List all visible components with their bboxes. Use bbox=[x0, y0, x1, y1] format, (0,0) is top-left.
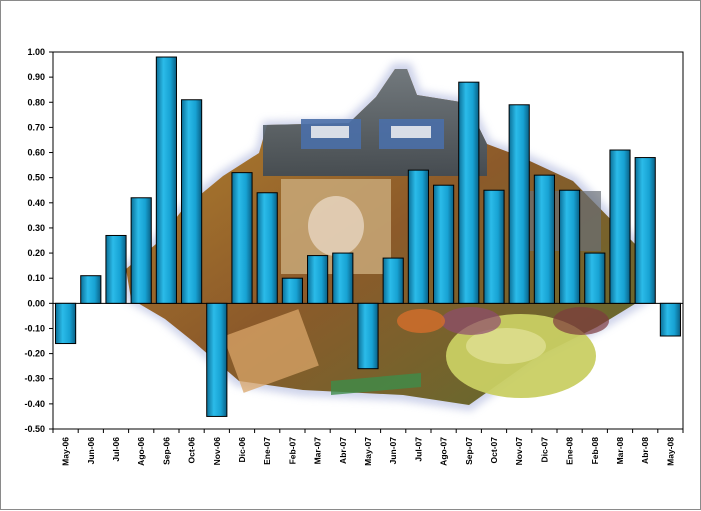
bar-ago-06 bbox=[130, 197, 152, 304]
x-category-label: Sep-06 bbox=[161, 437, 171, 465]
x-category-label: Ago-07 bbox=[439, 437, 449, 466]
bar-mar-07 bbox=[307, 255, 329, 304]
y-tick-label: 0.30 bbox=[27, 223, 45, 233]
y-tick-label: -0.40 bbox=[24, 399, 45, 409]
bar-sep-07 bbox=[458, 81, 480, 304]
x-category-label: Feb-07 bbox=[287, 437, 297, 465]
x-category-label: Jun-06 bbox=[86, 437, 96, 465]
bar-jul-07 bbox=[407, 169, 429, 304]
bar-may-08 bbox=[659, 302, 681, 337]
bar-oct-06 bbox=[181, 99, 203, 304]
x-category-label: Mar-07 bbox=[313, 437, 323, 465]
bar-nov-06 bbox=[206, 302, 228, 417]
y-tick-label: 0.00 bbox=[27, 298, 45, 308]
y-tick-label: 0.50 bbox=[27, 173, 45, 183]
y-tick-label: 0.40 bbox=[27, 198, 45, 208]
x-category-label: Jul-07 bbox=[413, 437, 423, 462]
x-category-label: Dic-06 bbox=[237, 437, 247, 463]
x-category-label: Abr-08 bbox=[640, 437, 650, 464]
bar-jun-07 bbox=[382, 257, 404, 304]
x-category-label: Ago-06 bbox=[136, 437, 146, 466]
x-category-label: Ene-08 bbox=[565, 437, 575, 465]
bar-abr-07 bbox=[332, 252, 354, 304]
x-category-label: Jun-07 bbox=[388, 437, 398, 465]
bar-may-07 bbox=[357, 302, 379, 370]
x-category-label: Feb-08 bbox=[590, 437, 600, 465]
bar-abr-08 bbox=[634, 157, 656, 304]
x-category-label: Nov-07 bbox=[514, 437, 524, 466]
bar-ene-08 bbox=[559, 189, 581, 304]
y-tick-label: 0.60 bbox=[27, 148, 45, 158]
y-tick-label: -0.10 bbox=[24, 323, 45, 333]
x-category-label: Jul-06 bbox=[111, 437, 121, 462]
y-tick-label: -0.50 bbox=[24, 424, 45, 434]
x-category-label: Oct-06 bbox=[187, 437, 197, 464]
bar-jun-06 bbox=[80, 275, 102, 304]
y-tick-label: -0.20 bbox=[24, 349, 45, 359]
bar-may-06 bbox=[55, 302, 77, 345]
y-tick-label: 0.90 bbox=[27, 72, 45, 82]
bar-ene-07 bbox=[256, 192, 278, 304]
x-category-label: Oct-07 bbox=[489, 437, 499, 464]
x-category-label: May-07 bbox=[363, 437, 373, 466]
bar-ago-07 bbox=[433, 184, 455, 304]
bar-dic-07 bbox=[533, 174, 555, 304]
bar-feb-07 bbox=[281, 277, 303, 304]
y-tick-label: 0.70 bbox=[27, 122, 45, 132]
plot-area bbox=[52, 51, 684, 430]
bar-mar-08 bbox=[609, 149, 631, 304]
bar-oct-07 bbox=[483, 189, 505, 304]
x-category-label: May-06 bbox=[61, 437, 71, 466]
y-tick-label: -0.30 bbox=[24, 374, 45, 384]
bar-feb-08 bbox=[584, 252, 606, 304]
x-category-label: Dic-07 bbox=[539, 437, 549, 463]
x-category-label: May-08 bbox=[665, 437, 675, 466]
x-category-label: Mar-08 bbox=[615, 437, 625, 465]
x-category-label: Sep-07 bbox=[464, 437, 474, 465]
bar-dic-06 bbox=[231, 172, 253, 304]
y-tick-label: 0.10 bbox=[27, 273, 45, 283]
x-category-label: Ene-07 bbox=[262, 437, 272, 465]
bar-sep-06 bbox=[155, 56, 177, 304]
y-tick-label: 0.20 bbox=[27, 248, 45, 258]
x-category-label: Abr-07 bbox=[338, 437, 348, 464]
y-tick-label: 1.00 bbox=[27, 47, 45, 57]
bar-nov-07 bbox=[508, 104, 530, 304]
y-tick-label: 0.80 bbox=[27, 97, 45, 107]
axis-labels: 1.00 0.90 0.80 0.70 0.60 0.50 0.40 0.30 0.20 0.10… bbox=[24, 47, 675, 466]
bar-jul-06 bbox=[105, 234, 127, 304]
bar-series bbox=[55, 56, 681, 417]
x-category-label: Nov-06 bbox=[212, 437, 222, 466]
